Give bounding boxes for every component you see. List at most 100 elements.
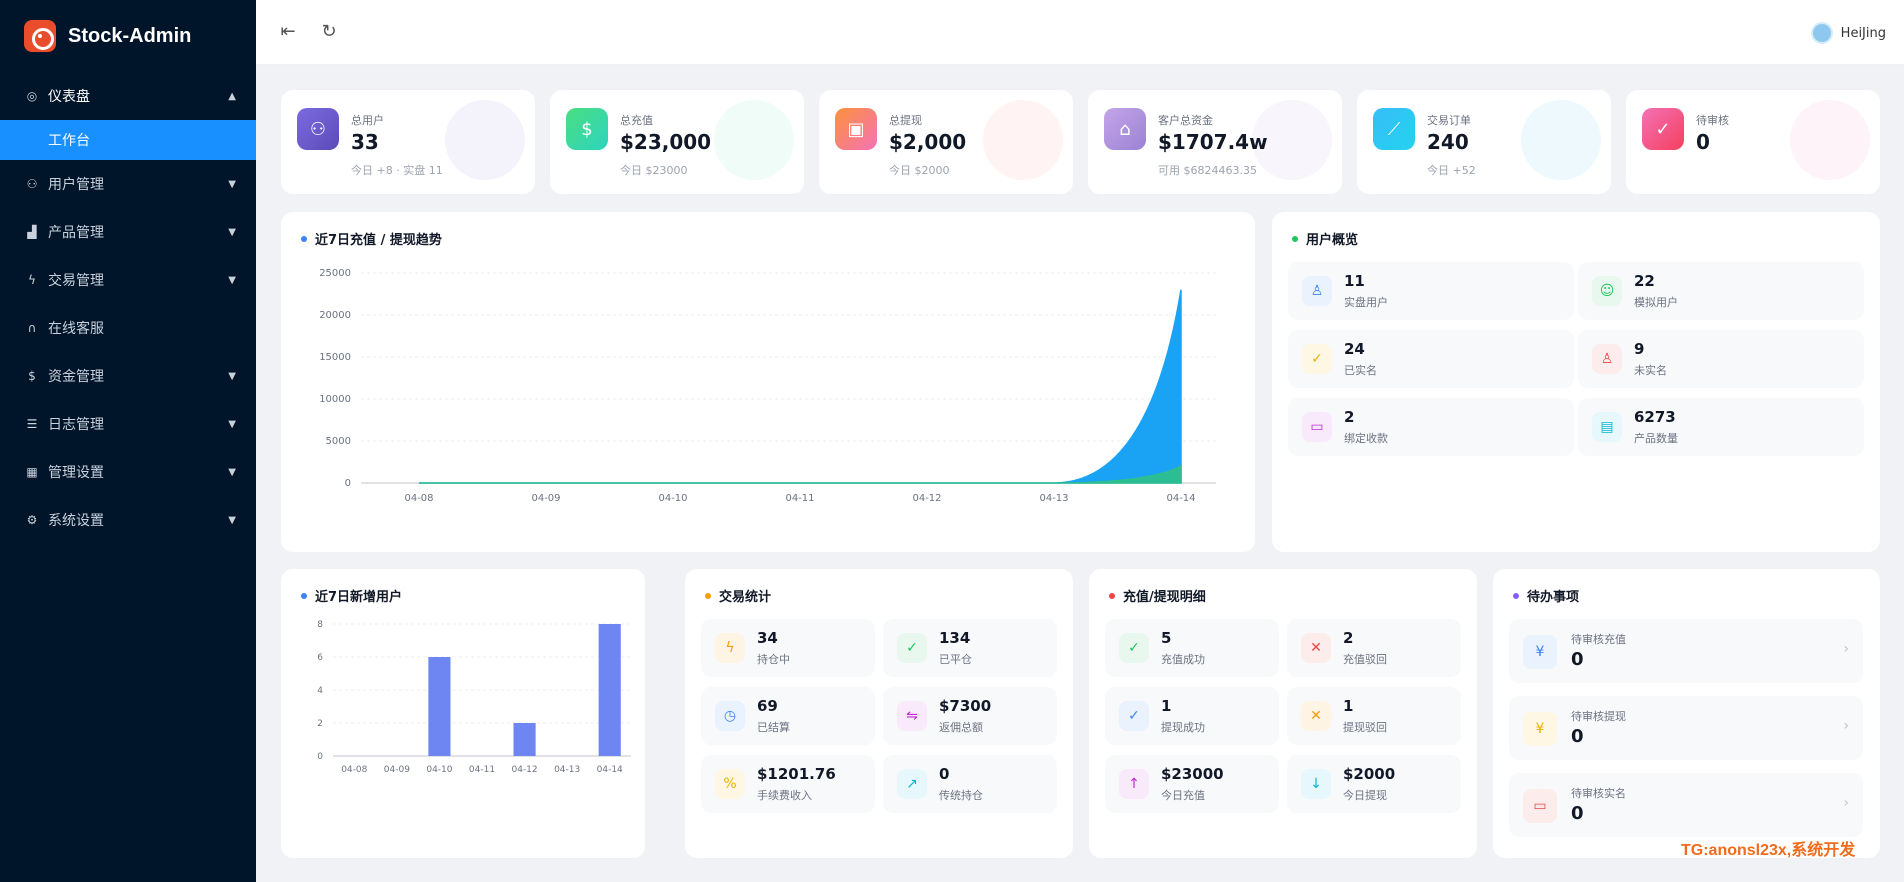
y-tick-label: 0 [345,478,351,489]
chevron-down-icon: ▼ [228,466,236,478]
y-tick-label: 0 [317,752,323,762]
chevron-up-icon: ▲ [228,90,236,102]
tile-label: 今日充值 [1161,789,1205,802]
sidebar-item-system[interactable]: ⚙ 系统设置 ▼ [0,496,256,544]
trade-title: 交易统计 [719,590,772,605]
chevron-down-icon: ▼ [228,514,236,526]
user-name: HeiJing [1840,25,1886,41]
tile-label: 充值驳回 [1343,653,1387,666]
tile-label: 提现驳回 [1343,721,1387,734]
x-tick-label: 04-10 [426,765,452,775]
arrow-down-icon: ↓ [1301,769,1331,799]
stat-value: 240 [1427,130,1469,154]
user-overview-card: 用户概览 ♙ 11 实盘用户 ☺ 22 模拟用户 ✓ 24 已实名 ♙ 9 未实名 ▭ 2 绑定收款 ▤ 627… [1272,212,1880,552]
stat-tile: ↓ $2000 今日提现 [1287,755,1461,813]
chevron-down-icon: ▼ [228,178,236,190]
main-content: ⚇ 总用户 33 今日 +8 · 实盘 11 $ 总充值 $23,000 今日 … [256,65,1904,882]
tile-label: 已结算 [757,721,790,734]
x-tick-label: 04-14 [597,765,623,775]
stat-card-pending: ✓ 待审核 0 [1626,90,1880,194]
swap-icon: ⇋ [897,701,927,731]
sidebar-item-label: 用户管理 [48,177,104,193]
sidebar-item-admin[interactable]: ▦ 管理设置 ▼ [0,448,256,496]
todo-value: 0 [1571,803,1584,824]
stat-tile: ▤ 6273 产品数量 [1578,398,1864,456]
stat-tile: ♙ 11 实盘用户 [1288,262,1574,320]
id-card-icon: ▭ [1523,789,1557,823]
x-tick-label: 04-08 [404,493,433,504]
tile-value: 1 [1161,697,1172,715]
tile-label: 实盘用户 [1344,296,1388,309]
stat-label: 总充值 [620,114,653,127]
user-menu[interactable]: HeiJing [1810,22,1886,44]
stat-tile: ☺ 22 模拟用户 [1578,262,1864,320]
todo-label: 待审核实名 [1571,787,1626,800]
tile-label: 未实名 [1634,364,1667,377]
chevron-right-icon: › [1843,718,1849,734]
new-users-chart-card: 近7日新增用户 0 2 4 6 8 04-08 04-09 04-10 04-11 04-12 04… [281,569,645,858]
x-tick-label: 04-14 [1166,493,1195,504]
stat-tile: ✓ 24 已实名 [1288,330,1574,388]
chevron-down-icon: ▼ [228,418,236,430]
bar-04-10 [428,657,451,756]
y-tick-label: 20000 [319,310,351,321]
tile-label: 已实名 [1344,364,1377,377]
x-tick-label: 04-11 [469,765,495,775]
x-tick-label: 04-12 [511,765,537,775]
dashboard-icon: ◎ [26,89,38,103]
tile-label: 已平仓 [939,653,972,666]
sidebar-item-products[interactable]: ▟ 产品管理 ▼ [0,208,256,256]
sidebar-item-users[interactable]: ⚇ 用户管理 ▼ [0,160,256,208]
x-tick-label: 04-12 [912,493,941,504]
tile-value: 5 [1161,629,1172,647]
todo-item[interactable]: ▭ 待审核实名 0 › [1509,773,1863,837]
tile-label: 今日提现 [1343,789,1387,802]
stat-tile: ◷ 69 已结算 [701,687,875,745]
chart-line-icon: ⟋ [1373,108,1415,150]
tile-value: 6273 [1634,408,1676,426]
y-tick-label: 6 [317,653,323,663]
chevron-down-icon: ▼ [228,370,236,382]
sidebar-item-trades[interactable]: ϟ 交易管理 ▼ [0,256,256,304]
sidebar-item-workbench[interactable]: 工作台 [0,120,256,160]
sidebar-item-dashboard[interactable]: ◎ 仪表盘 ▲ [0,72,256,120]
card-decoration [983,100,1063,180]
y-tick-label: 5000 [326,436,351,447]
tile-value: 34 [757,629,778,647]
stat-label: 总用户 [351,114,384,127]
stat-label: 交易订单 [1427,114,1471,127]
tile-value: 9 [1634,340,1645,358]
sidebar-item-label: 在线客服 [48,321,104,337]
sidebar-item-support[interactable]: ∩ 在线客服 [0,304,256,352]
refresh-icon[interactable]: ↻ [321,21,337,42]
series-area-1 [419,464,1182,484]
tile-value: 69 [757,697,778,715]
bar-chart-icon: ▟ [27,225,37,239]
new-users-bar-chart: 0 2 4 6 8 04-08 04-09 04-10 04-11 04-12 04-13 04-14 [317,620,631,775]
logo[interactable]: Stock-Admin [0,0,256,72]
dollar-icon: $ [28,369,36,383]
todo-label: 待审核充值 [1571,633,1626,646]
stat-tile: ↑ $23000 今日充值 [1105,755,1279,813]
sidebar-item-logs[interactable]: ☰ 日志管理 ▼ [0,400,256,448]
stat-card-total-withdraw: ▣ 总提现 $2,000 今日 $2000 [819,90,1073,194]
card-title: 待办事项 [1513,586,1579,605]
card-decoration [1790,100,1870,180]
tile-value: 134 [939,629,971,647]
card-decoration [1521,100,1601,180]
y-tick-label: 8 [317,620,323,630]
x-tick-label: 04-10 [658,493,687,504]
collapse-menu-icon[interactable]: ⇤ [280,21,296,42]
y-tick-label: 15000 [319,352,351,363]
tile-value: 2 [1343,629,1354,647]
todo-title: 待办事项 [1527,590,1580,605]
sidebar-item-label: 系统设置 [48,513,104,529]
sidebar-item-label: 管理设置 [48,465,104,481]
wallet-icon: ▣ [835,108,877,150]
sidebar-item-funds[interactable]: $ 资金管理 ▼ [0,352,256,400]
sidebar-item-label: 资金管理 [48,369,104,385]
stat-tile: ✕ 2 充值驳回 [1287,619,1461,677]
todo-item[interactable]: ¥ 待审核充值 0 › [1509,619,1863,683]
stat-tile: ✓ 5 充值成功 [1105,619,1279,677]
todo-item[interactable]: ¥ 待审核提现 0 › [1509,696,1863,760]
